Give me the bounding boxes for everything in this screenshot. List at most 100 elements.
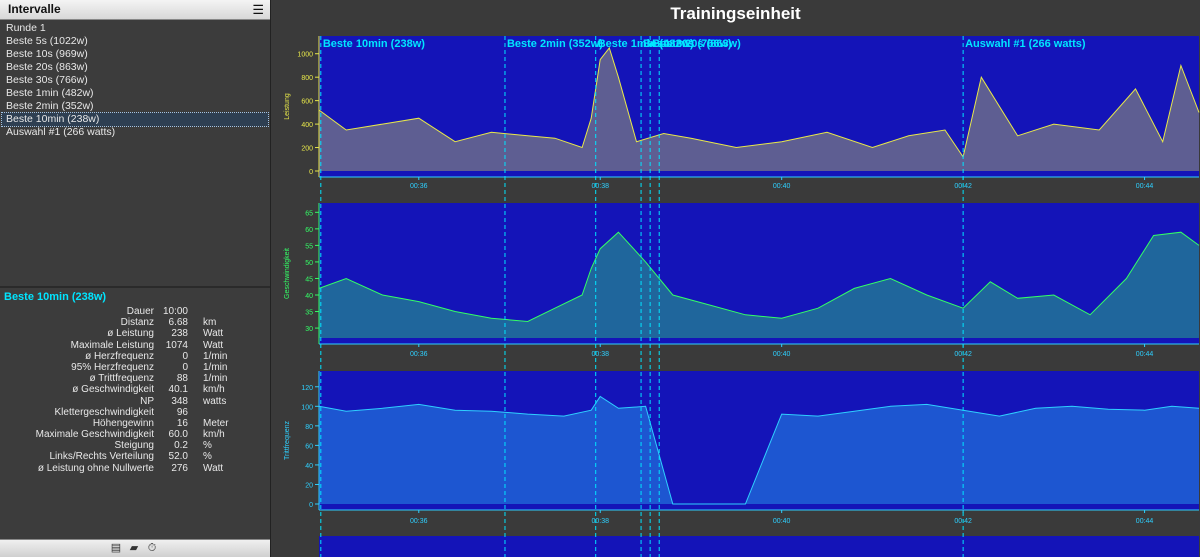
y-tick-label: 60 (305, 443, 313, 450)
metric-value: 0.2 (174, 440, 188, 452)
metric-label: ø Trittfrequenz (89, 373, 154, 385)
metric-row: Distanz 6.68 km (0, 317, 270, 328)
x-tick-label: 00:38 (591, 518, 609, 525)
metric-label: ø Herzfrequenz (85, 350, 154, 362)
interval-item[interactable]: Beste 5s (1022w) (6, 35, 88, 47)
y-tick-label: 800 (301, 75, 313, 82)
metric-unit: watts (203, 395, 227, 407)
metric-label: Distanz (120, 317, 154, 329)
plot-background-partial (319, 536, 1199, 557)
metric-row: ø Leistung 238 Watt (0, 328, 270, 339)
x-tick-label: 00:40 (773, 183, 791, 190)
metric-row: ø Leistung ohne Nullwerte 276 Watt (0, 463, 270, 474)
metric-table: Dauer 10:00 Distanz 6.68 km ø Leistung 238 Watt… (0, 306, 270, 474)
metric-unit: 1/min (203, 350, 228, 362)
metric-label: Steigung (114, 440, 154, 452)
list-icon[interactable]: ▤ (110, 542, 122, 554)
interval-marker-label[interactable]: Beste 10min (238w) (323, 38, 425, 50)
interval-item[interactable]: Beste 20s (863w) (6, 61, 88, 73)
interval-item[interactable]: Runde 1 (6, 22, 46, 34)
interval-item[interactable]: Auswahl #1 (266 watts) (6, 126, 116, 138)
metric-value: 238 (171, 328, 188, 340)
interval-marker-label[interactable]: Beste 1min (482w) (598, 38, 694, 50)
series-line (318, 231, 1200, 323)
metric-row: ø Geschwindigkeit 40.1 km/h (0, 384, 270, 395)
y-tick-label: 20 (305, 482, 313, 489)
interval-item[interactable]: Beste 10s (969w) (6, 48, 88, 60)
x-tick-label: 00:36 (410, 518, 428, 525)
y-tick-label: 40 (305, 463, 313, 470)
metric-label: ø Leistung (107, 328, 154, 340)
metric-label: Höhengewinn (92, 417, 154, 429)
folder-icon[interactable]: ▰ (129, 542, 139, 554)
metric-unit: Meter (203, 417, 229, 429)
metric-row: ø Herzfrequenz 0 1/min (0, 351, 270, 362)
interval-item[interactable]: Beste 10min (238w) (1, 112, 269, 127)
plot-background (319, 36, 1199, 177)
metric-row: Maximale Leistung 1074 Watt (0, 340, 270, 351)
x-tick-label: 00:44 (1136, 183, 1154, 190)
y-tick-label: 400 (301, 122, 313, 129)
metric-unit: km (203, 317, 217, 329)
x-tick-label: 00:44 (1136, 351, 1154, 358)
metric-value: 0 (182, 361, 188, 373)
y-tick-label: 0 (309, 169, 313, 176)
metric-value: 6.68 (168, 317, 188, 329)
metric-value: 40.1 (168, 384, 188, 396)
chart-title: Trainingseinheit (670, 4, 801, 23)
y-tick-label: 120 (301, 385, 313, 392)
metric-unit: 1/min (203, 373, 228, 385)
metric-row: Steigung 0.2% (0, 440, 270, 451)
x-tick-label: 00:38 (591, 351, 609, 358)
metric-value: 16 (176, 417, 188, 429)
y-axis-label: Geschwindigkeit (284, 248, 291, 299)
interval-item[interactable]: Beste 1min (482w) (6, 87, 94, 99)
metric-row: Höhengewinn 16 Meter (0, 418, 270, 429)
x-tick-label: 00:38 (591, 183, 609, 190)
series-area (319, 396, 1199, 504)
interval-marker-label[interactable]: Beste 20s (863w) (652, 38, 741, 50)
metric-unit: km/h (203, 429, 225, 441)
x-tick-label: 00:40 (773, 351, 791, 358)
interval-marker-label[interactable]: Beste 30s (766w) (643, 38, 732, 50)
y-tick-label: 40 (305, 293, 313, 300)
metric-value: 96 (176, 406, 188, 418)
y-tick-label: 0 (309, 502, 313, 509)
metric-unit: % (203, 440, 212, 452)
y-tick-label: 50 (305, 260, 313, 267)
interval-item[interactable]: Beste 30s (766w) (6, 74, 88, 86)
intervals-footer: ▤ ▰ ⏱ (0, 539, 270, 557)
y-tick-label: 200 (301, 146, 313, 153)
y-tick-label: 80 (305, 424, 313, 431)
hamburger-menu-icon[interactable]: ☰ (252, 2, 264, 17)
metric-label: Maximale Geschwindigkeit (35, 429, 154, 441)
metric-value: 52.0 (168, 451, 188, 463)
y-tick-label: 30 (305, 326, 313, 333)
metric-label: Dauer (126, 306, 154, 317)
series-area (319, 232, 1199, 338)
series-line (318, 395, 1200, 505)
series-area (319, 47, 1199, 171)
stopwatch-icon[interactable]: ⏱ (147, 542, 157, 554)
intervals-panel: Intervalle ☰ Runde 1 Beste 5s (1022w) Best… (0, 0, 271, 557)
interval-marker-label[interactable]: Beste 2min (352w) (507, 38, 603, 50)
metric-label: ø Geschwindigkeit (72, 384, 154, 396)
y-axis-label: Trittfrequenz (284, 420, 291, 460)
metric-label: Klettergeschwindigkeit (54, 406, 155, 418)
plot-background (319, 203, 1199, 344)
metric-label: Maximale Leistung (70, 339, 154, 351)
metric-row: NP 348 watts (0, 396, 270, 407)
x-tick-label: 00:36 (410, 183, 428, 190)
metric-row: Maximale Geschwindigkeit 60.0 km/h (0, 429, 270, 440)
panel-splitter[interactable] (0, 286, 270, 288)
metric-value: 0 (182, 350, 188, 362)
metric-unit: km/h (203, 384, 225, 396)
metric-row: Dauer 10:00 (0, 306, 270, 317)
interval-item[interactable]: Beste 2min (352w) (6, 100, 94, 112)
x-tick-label: 00:44 (1136, 518, 1154, 525)
x-tick-label: 00:40 (773, 518, 791, 525)
y-tick-label: 1000 (297, 52, 313, 59)
ride-plot-area: Trainingseinheit 0 200 400 600 800 1000 Leistu… (271, 0, 1200, 557)
interval-marker-label[interactable]: Auswahl #1 (266 watts) (965, 38, 1086, 50)
